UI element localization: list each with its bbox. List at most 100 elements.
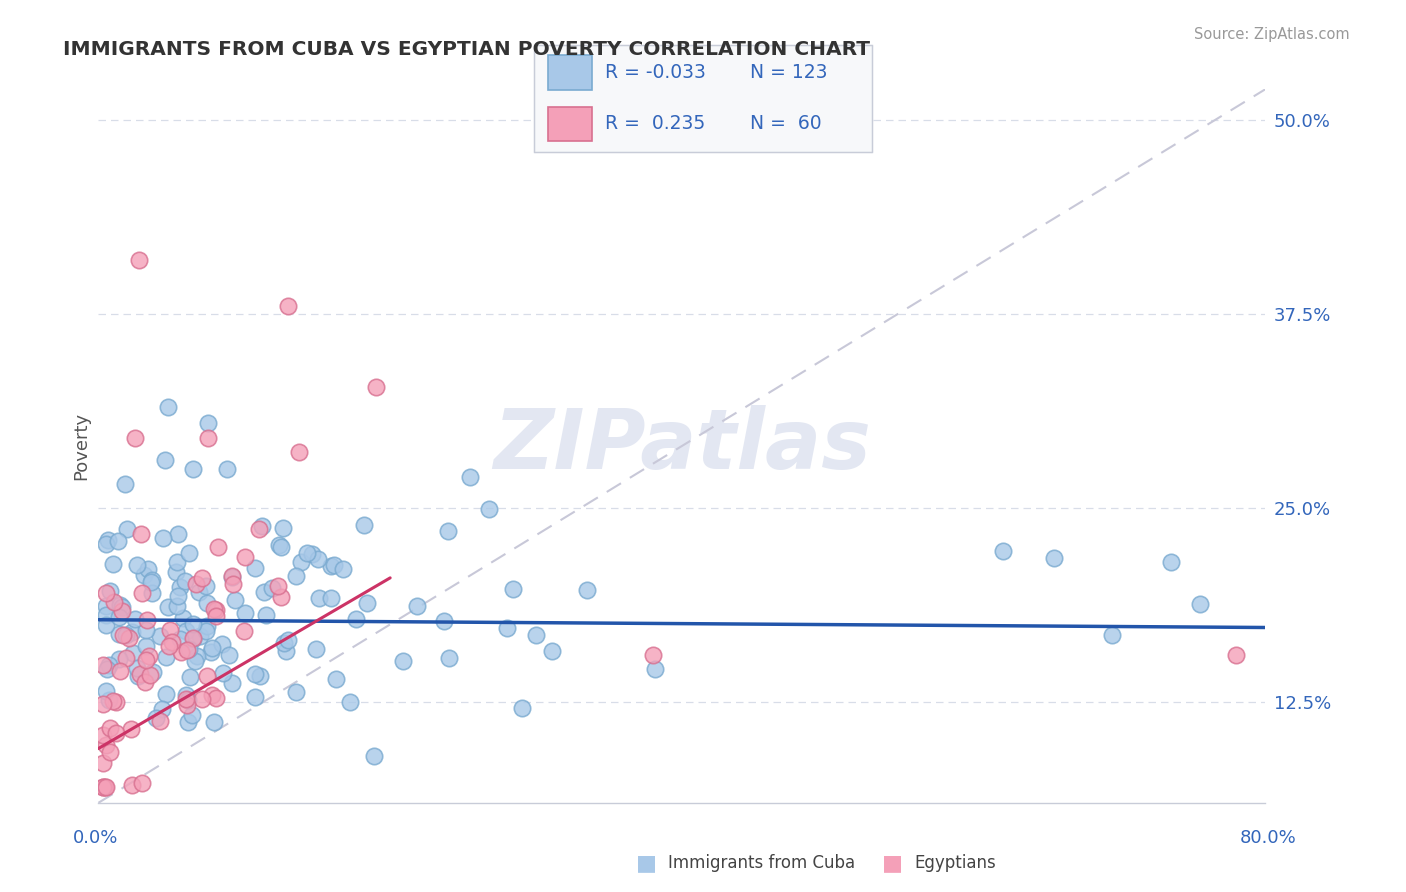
Point <box>190 571 212 585</box>
Point <box>108 652 131 666</box>
Point <box>308 591 330 606</box>
Text: N =  60: N = 60 <box>751 114 823 133</box>
Point <box>124 431 146 445</box>
Point <box>332 562 354 576</box>
Point <box>118 631 141 645</box>
Point <box>460 470 482 484</box>
Point <box>284 569 307 583</box>
Point <box>94 780 117 795</box>
Point <box>437 524 460 539</box>
Point <box>1160 555 1182 569</box>
Point <box>195 619 218 633</box>
Point <box>215 462 238 476</box>
Point <box>245 561 267 575</box>
FancyBboxPatch shape <box>548 107 592 141</box>
Point <box>122 646 145 660</box>
Point <box>94 617 117 632</box>
Point <box>136 613 159 627</box>
Point <box>273 636 295 650</box>
Point <box>363 749 385 764</box>
Text: Egyptians: Egyptians <box>914 855 995 872</box>
Point <box>149 630 172 644</box>
Point <box>305 641 328 656</box>
Point <box>115 651 138 665</box>
Point <box>221 676 243 690</box>
Point <box>138 648 160 663</box>
Text: Source: ZipAtlas.com: Source: ZipAtlas.com <box>1194 27 1350 42</box>
Point <box>201 689 224 703</box>
Point <box>142 665 165 679</box>
Point <box>117 522 139 536</box>
Point <box>1188 597 1211 611</box>
Point <box>267 579 290 593</box>
Point <box>177 714 200 729</box>
Point <box>94 738 117 752</box>
Point <box>125 558 148 573</box>
Point <box>105 695 128 709</box>
Point <box>132 568 155 582</box>
Point <box>135 639 157 653</box>
Point <box>253 585 276 599</box>
Point <box>205 603 228 617</box>
Point <box>96 537 118 551</box>
Point <box>111 604 134 618</box>
Point <box>149 714 172 729</box>
Point <box>277 632 299 647</box>
Point <box>433 615 456 629</box>
Point <box>184 654 207 668</box>
Point <box>644 662 666 676</box>
Point <box>101 694 124 708</box>
Point <box>167 589 190 603</box>
Point <box>339 695 361 709</box>
Point <box>153 453 176 467</box>
Point <box>97 658 120 673</box>
Text: Immigrants from Cuba: Immigrants from Cuba <box>668 855 855 872</box>
Point <box>127 669 149 683</box>
Point <box>211 637 233 651</box>
Point <box>107 534 129 549</box>
Point <box>180 707 202 722</box>
Point <box>128 252 150 267</box>
Point <box>405 599 427 613</box>
Point <box>150 702 173 716</box>
Point <box>139 668 162 682</box>
Point <box>195 624 218 639</box>
Point <box>108 598 131 612</box>
Point <box>114 476 136 491</box>
Point <box>121 778 143 792</box>
Point <box>181 462 204 476</box>
Point <box>94 599 117 613</box>
Point <box>110 664 132 678</box>
Point <box>141 585 163 599</box>
Point <box>170 645 193 659</box>
Point <box>510 701 533 715</box>
Point <box>222 577 245 591</box>
Point <box>94 684 117 698</box>
Point <box>284 685 307 699</box>
Point <box>524 627 547 641</box>
Point <box>221 569 243 583</box>
Point <box>136 562 159 576</box>
Point <box>200 645 222 659</box>
Point <box>91 780 114 795</box>
Text: N = 123: N = 123 <box>751 63 828 82</box>
Text: IMMIGRANTS FROM CUBA VS EGYPTIAN POVERTY CORRELATION CHART: IMMIGRANTS FROM CUBA VS EGYPTIAN POVERTY… <box>63 40 870 59</box>
Point <box>98 721 121 735</box>
Point <box>121 624 143 639</box>
Point <box>103 595 125 609</box>
Point <box>98 745 121 759</box>
Point <box>174 624 197 638</box>
Point <box>356 596 378 610</box>
Point <box>94 780 117 795</box>
Point <box>202 601 225 615</box>
Point <box>319 591 342 606</box>
Point <box>1225 648 1247 663</box>
Point <box>274 644 297 658</box>
Point <box>181 632 204 647</box>
Point <box>101 557 124 571</box>
Point <box>135 624 157 638</box>
Text: R =  0.235: R = 0.235 <box>605 114 706 133</box>
Point <box>249 669 271 683</box>
Point <box>169 580 191 594</box>
Point <box>172 611 194 625</box>
